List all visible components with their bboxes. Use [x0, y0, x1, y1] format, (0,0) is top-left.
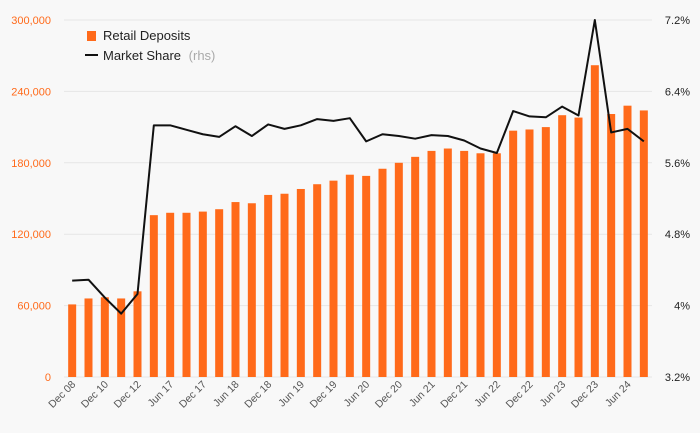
x-tick-label: Dec 10 — [79, 379, 111, 411]
bar-retail-deposits — [558, 115, 567, 377]
x-tick-label: Dec 23 — [569, 379, 601, 411]
bar-retail-deposits — [623, 105, 632, 378]
bar-retail-deposits — [525, 129, 534, 377]
bar-retail-deposits — [166, 212, 175, 377]
x-axis-ticks: Dec 08 Dec 10 Dec 12 Jun 17 Dec 17 Jun 18 Dec … — [46, 379, 633, 411]
bar-retail-deposits — [460, 150, 469, 377]
x-tick-label: Jun 24 — [603, 379, 634, 410]
bar-retail-deposits — [394, 162, 403, 377]
bar-retail-deposits — [149, 215, 158, 377]
y2-tick-label: 7.2% — [665, 15, 690, 27]
bar-retail-deposits — [231, 202, 240, 377]
y2-tick-label: 3.2% — [665, 372, 690, 384]
bar-retail-deposits — [313, 184, 322, 377]
bar-retail-deposits — [362, 175, 371, 377]
bar-retail-deposits — [574, 117, 583, 377]
bar-retail-deposits — [296, 188, 305, 377]
bar-retail-deposits — [215, 209, 224, 377]
y-tick-label: 180,000 — [11, 158, 51, 170]
x-tick-label: Jun 20 — [342, 379, 373, 410]
x-tick-label: Dec 22 — [504, 379, 536, 411]
bar-retail-deposits — [133, 291, 142, 377]
bar-retail-deposits — [639, 110, 648, 377]
bar-retail-deposits — [427, 150, 436, 377]
bar-retail-deposits — [100, 297, 109, 377]
y-tick-label: 0 — [45, 372, 51, 384]
y2-tick-label: 4.8% — [665, 229, 690, 241]
legend-label-market-share: Market Share — [103, 48, 181, 63]
bar-retail-deposits — [607, 114, 616, 377]
legend: Retail Deposits Market Share (rhs) — [85, 28, 215, 63]
bar-retail-deposits — [509, 130, 518, 377]
x-tick-label: Jun 21 — [407, 379, 438, 410]
x-tick-label: Jun 19 — [276, 379, 307, 410]
bar-retail-deposits — [345, 174, 354, 377]
bar-retail-deposits — [280, 193, 289, 377]
x-tick-label: Jun 23 — [538, 379, 569, 410]
x-tick-label: Dec 20 — [373, 379, 405, 411]
y2-tick-label: 4% — [674, 301, 690, 313]
x-tick-label: Dec 08 — [46, 379, 78, 411]
bar-retail-deposits — [443, 148, 452, 377]
bar-retail-deposits — [329, 180, 338, 377]
x-tick-label: Dec 17 — [177, 379, 209, 411]
x-tick-label: Jun 18 — [211, 379, 242, 410]
bar-retail-deposits — [264, 194, 273, 377]
y-tick-label: 300,000 — [11, 15, 51, 27]
line-series-market-share — [72, 19, 645, 315]
bar-retail-deposits — [84, 298, 93, 377]
y2-tick-label: 6.4% — [665, 86, 690, 98]
y-tick-label: 60,000 — [17, 301, 51, 313]
svg-text:Market Share (rhs): Market Share (rhs) — [103, 48, 215, 63]
x-tick-label: Dec 21 — [438, 379, 470, 411]
y-tick-label: 120,000 — [11, 229, 51, 241]
legend-label-retail-deposits: Retail Deposits — [103, 28, 191, 43]
bar-retail-deposits — [492, 153, 501, 377]
bar-retail-deposits — [590, 65, 599, 377]
bar-retail-deposits — [117, 298, 126, 377]
y2-tick-label: 5.6% — [665, 158, 690, 170]
x-tick-label: Dec 19 — [308, 379, 340, 411]
bar-retail-deposits — [247, 203, 256, 377]
x-tick-label: Jun 22 — [472, 379, 503, 410]
x-tick-label: Dec 18 — [242, 379, 274, 411]
bar-retail-deposits — [541, 127, 550, 377]
y-tick-label: 240,000 — [11, 86, 51, 98]
legend-swatch-retail-deposits — [87, 31, 96, 41]
legend-label-rhs: (rhs) — [189, 48, 216, 63]
bar-retail-deposits — [68, 304, 77, 377]
bar-retail-deposits — [182, 212, 191, 377]
x-tick-label: Jun 17 — [146, 379, 177, 410]
bar-retail-deposits — [476, 153, 485, 377]
left-axis-ticks: 0 60,000 120,000 180,000 240,000 300,000 — [11, 15, 51, 384]
right-axis-ticks: 3.2% 4% 4.8% 5.6% 6.4% 7.2% — [665, 15, 690, 384]
gridlines — [64, 19, 652, 378]
bar-series-retail-deposits — [68, 65, 648, 378]
bar-retail-deposits — [198, 211, 207, 377]
bar-retail-deposits — [378, 168, 387, 377]
x-tick-label: Dec 12 — [112, 379, 144, 411]
line-market-share — [72, 19, 645, 315]
bar-retail-deposits — [411, 156, 420, 377]
